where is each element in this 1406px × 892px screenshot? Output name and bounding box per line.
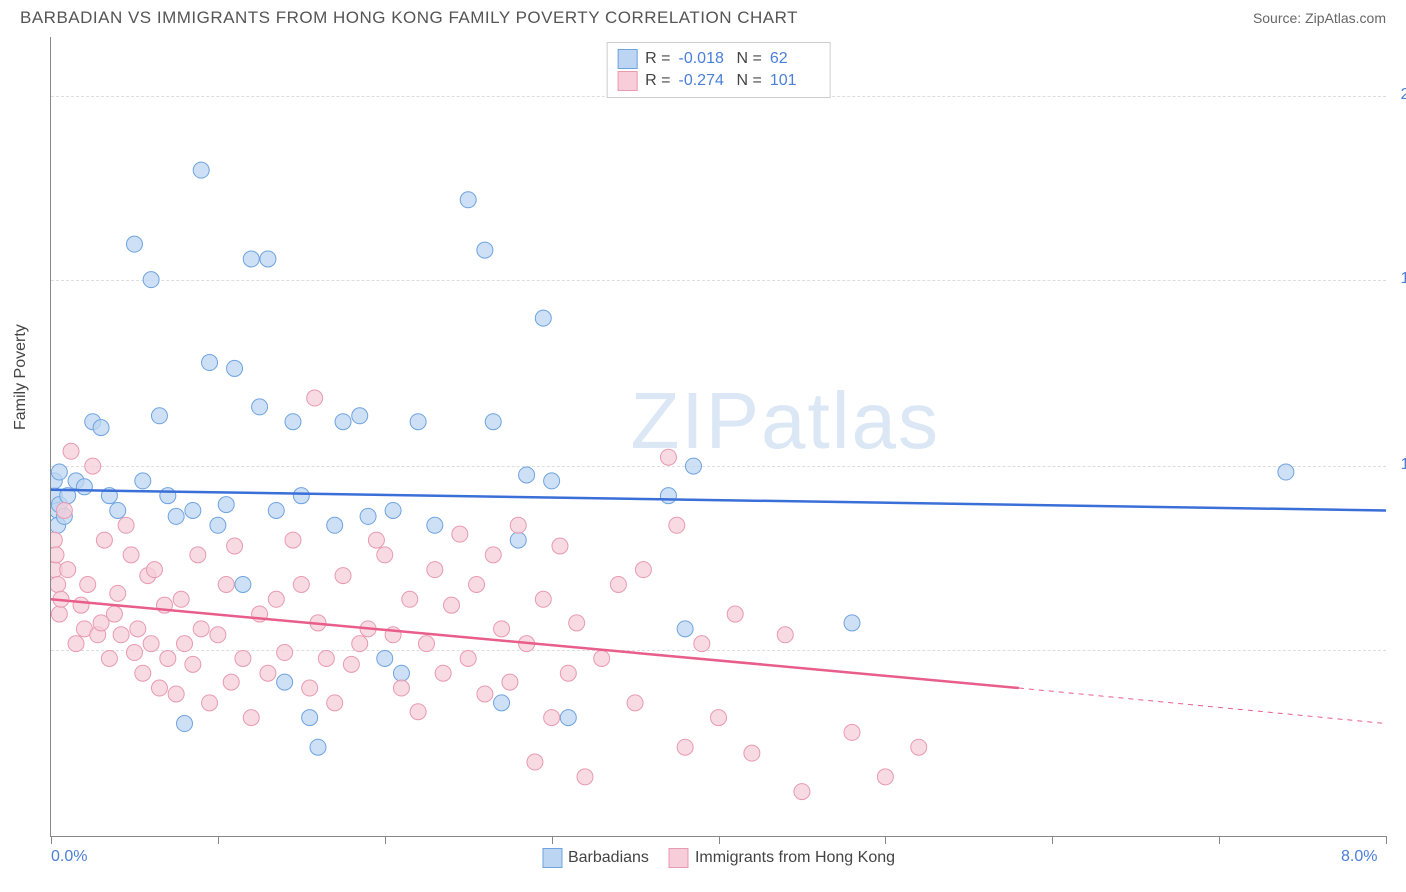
- y-tick-label: 18.8%: [1391, 270, 1406, 288]
- chart-title: BARBADIAN VS IMMIGRANTS FROM HONG KONG F…: [20, 8, 798, 28]
- y-axis-label: Family Poverty: [12, 324, 30, 430]
- y-tick-label: 25.0%: [1391, 86, 1406, 104]
- series-legend: Barbadians Immigrants from Hong Kong: [542, 848, 895, 868]
- chart-plot-area: ZIPatlas R = -0.018 N = 62 R = -0.274 N …: [50, 37, 1386, 837]
- legend-label: Barbadians: [568, 849, 649, 867]
- swatch-blue-icon: [542, 848, 562, 868]
- x-tick-label: 8.0%: [1341, 848, 1377, 866]
- legend-row-hongkong: R = -0.274 N = 101: [617, 71, 820, 91]
- source-attribution: Source: ZipAtlas.com: [1253, 10, 1386, 26]
- legend-item-hongkong: Immigrants from Hong Kong: [669, 848, 895, 868]
- correlation-legend: R = -0.018 N = 62 R = -0.274 N = 101: [606, 42, 831, 98]
- scatter-svg: [51, 37, 1386, 836]
- swatch-pink-icon: [669, 848, 689, 868]
- chart-header: BARBADIAN VS IMMIGRANTS FROM HONG KONG F…: [0, 0, 1406, 32]
- y-tick-label: 6.3%: [1391, 640, 1406, 658]
- legend-label: Immigrants from Hong Kong: [695, 849, 895, 867]
- x-tick-label: 0.0%: [51, 848, 87, 866]
- y-tick-label: 12.5%: [1391, 456, 1406, 474]
- swatch-pink-icon: [617, 71, 637, 91]
- legend-row-barbadians: R = -0.018 N = 62: [617, 49, 820, 69]
- legend-item-barbadians: Barbadians: [542, 848, 649, 868]
- swatch-blue-icon: [617, 49, 637, 69]
